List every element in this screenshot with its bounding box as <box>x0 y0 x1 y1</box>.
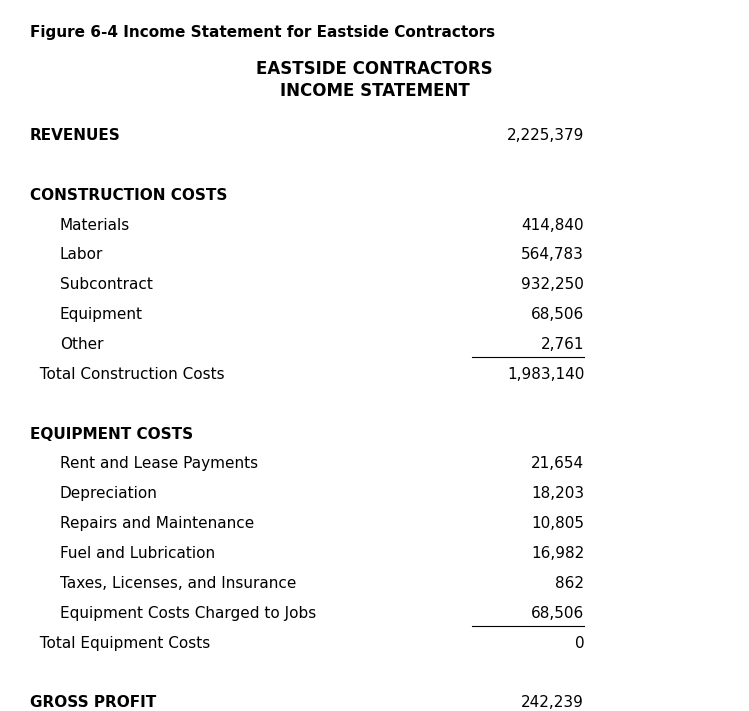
Text: 1,983,140: 1,983,140 <box>507 367 584 382</box>
Text: 18,203: 18,203 <box>531 486 584 501</box>
Text: 68,506: 68,506 <box>531 606 584 621</box>
Text: Total Construction Costs: Total Construction Costs <box>30 367 225 382</box>
Text: EASTSIDE CONTRACTORS: EASTSIDE CONTRACTORS <box>256 60 493 78</box>
Text: 68,506: 68,506 <box>531 307 584 322</box>
Text: 21,654: 21,654 <box>531 456 584 471</box>
Text: Materials: Materials <box>60 218 130 232</box>
Text: GROSS PROFIT: GROSS PROFIT <box>30 695 157 710</box>
Text: 564,783: 564,783 <box>521 247 584 262</box>
Text: Figure 6-4 Income Statement for Eastside Contractors: Figure 6-4 Income Statement for Eastside… <box>30 25 495 40</box>
Text: 16,982: 16,982 <box>531 546 584 561</box>
Text: Repairs and Maintenance: Repairs and Maintenance <box>60 516 254 531</box>
Text: EQUIPMENT COSTS: EQUIPMENT COSTS <box>30 427 193 442</box>
Text: Rent and Lease Payments: Rent and Lease Payments <box>60 456 258 471</box>
Text: 10,805: 10,805 <box>531 516 584 531</box>
Text: 414,840: 414,840 <box>521 218 584 232</box>
Text: Other: Other <box>60 337 103 352</box>
Text: 0: 0 <box>574 636 584 651</box>
Text: Labor: Labor <box>60 247 103 262</box>
Text: Depreciation: Depreciation <box>60 486 158 501</box>
Text: 2,761: 2,761 <box>541 337 584 352</box>
Text: Fuel and Lubrication: Fuel and Lubrication <box>60 546 215 561</box>
Text: Taxes, Licenses, and Insurance: Taxes, Licenses, and Insurance <box>60 576 297 591</box>
Text: Subcontract: Subcontract <box>60 277 153 292</box>
Text: 2,225,379: 2,225,379 <box>507 128 584 143</box>
Text: INCOME STATEMENT: INCOME STATEMENT <box>279 82 470 100</box>
Text: REVENUES: REVENUES <box>30 128 121 143</box>
Text: Equipment: Equipment <box>60 307 143 322</box>
Text: Total Equipment Costs: Total Equipment Costs <box>30 636 210 651</box>
Text: 862: 862 <box>555 576 584 591</box>
Text: Equipment Costs Charged to Jobs: Equipment Costs Charged to Jobs <box>60 606 316 621</box>
Text: 932,250: 932,250 <box>521 277 584 292</box>
Text: 242,239: 242,239 <box>521 695 584 710</box>
Text: CONSTRUCTION COSTS: CONSTRUCTION COSTS <box>30 188 228 203</box>
